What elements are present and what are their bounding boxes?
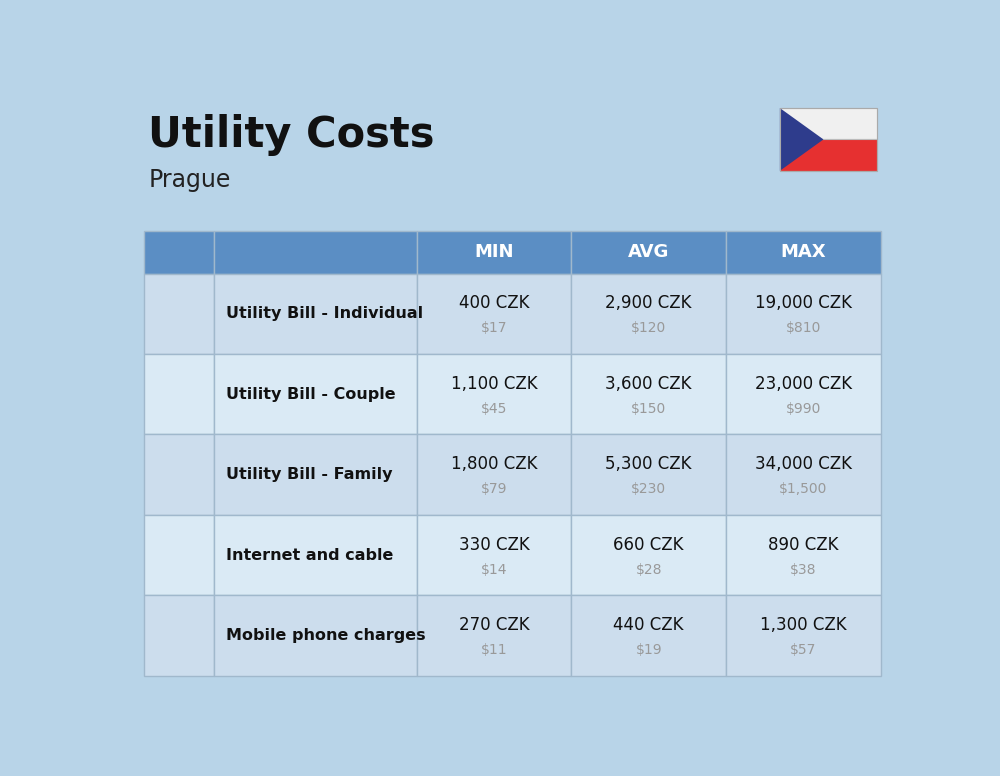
FancyBboxPatch shape [214,230,417,274]
Text: 34,000 CZK: 34,000 CZK [755,456,852,473]
FancyBboxPatch shape [571,595,726,676]
Text: $230: $230 [631,482,666,496]
FancyBboxPatch shape [571,274,726,354]
Text: Mobile phone charges: Mobile phone charges [226,628,426,643]
Text: $810: $810 [786,321,821,335]
FancyBboxPatch shape [780,140,877,171]
Text: $28: $28 [635,563,662,577]
Text: $45: $45 [481,402,507,416]
Polygon shape [780,108,823,171]
Text: $38: $38 [790,563,817,577]
FancyBboxPatch shape [144,230,214,274]
Text: $19: $19 [635,643,662,657]
Text: 330 CZK: 330 CZK [459,535,529,553]
FancyBboxPatch shape [726,595,881,676]
FancyBboxPatch shape [417,230,571,274]
Text: 5,300 CZK: 5,300 CZK [605,456,692,473]
FancyBboxPatch shape [571,435,726,514]
Text: $17: $17 [481,321,507,335]
Text: 1,300 CZK: 1,300 CZK [760,616,847,634]
FancyBboxPatch shape [214,274,417,354]
Text: Prague: Prague [148,168,231,192]
Text: Utility Bill - Individual: Utility Bill - Individual [226,307,423,321]
FancyBboxPatch shape [144,595,214,676]
Text: Internet and cable: Internet and cable [226,548,393,563]
FancyBboxPatch shape [214,435,417,514]
Text: Utility Bill - Family: Utility Bill - Family [226,467,392,482]
Text: AVG: AVG [628,243,669,261]
Text: 400 CZK: 400 CZK [459,294,529,312]
FancyBboxPatch shape [144,435,214,514]
Text: 270 CZK: 270 CZK [459,616,529,634]
FancyBboxPatch shape [417,274,571,354]
FancyBboxPatch shape [571,514,726,595]
Text: $79: $79 [481,482,507,496]
FancyBboxPatch shape [726,354,881,435]
Text: 19,000 CZK: 19,000 CZK [755,294,852,312]
FancyBboxPatch shape [417,435,571,514]
Text: $150: $150 [631,402,666,416]
Text: $57: $57 [790,643,817,657]
Text: MIN: MIN [474,243,514,261]
FancyBboxPatch shape [417,514,571,595]
Text: 23,000 CZK: 23,000 CZK [755,375,852,393]
FancyBboxPatch shape [214,354,417,435]
Text: $1,500: $1,500 [779,482,828,496]
FancyBboxPatch shape [214,595,417,676]
Text: Utility Costs: Utility Costs [148,114,435,156]
Text: 660 CZK: 660 CZK [613,535,684,553]
Text: Utility Bill - Couple: Utility Bill - Couple [226,386,396,402]
Text: 2,900 CZK: 2,900 CZK [605,294,692,312]
Text: 1,100 CZK: 1,100 CZK [451,375,537,393]
Text: $11: $11 [481,643,507,657]
FancyBboxPatch shape [726,230,881,274]
FancyBboxPatch shape [726,274,881,354]
Text: $14: $14 [481,563,507,577]
FancyBboxPatch shape [780,108,877,140]
Text: MAX: MAX [781,243,826,261]
FancyBboxPatch shape [726,435,881,514]
Text: 3,600 CZK: 3,600 CZK [605,375,692,393]
FancyBboxPatch shape [144,354,214,435]
FancyBboxPatch shape [214,514,417,595]
FancyBboxPatch shape [417,354,571,435]
Text: $990: $990 [786,402,821,416]
FancyBboxPatch shape [417,595,571,676]
FancyBboxPatch shape [726,514,881,595]
FancyBboxPatch shape [144,514,214,595]
Text: 890 CZK: 890 CZK [768,535,839,553]
Text: 1,800 CZK: 1,800 CZK [451,456,537,473]
Text: 440 CZK: 440 CZK [613,616,684,634]
FancyBboxPatch shape [571,354,726,435]
FancyBboxPatch shape [144,274,214,354]
Text: $120: $120 [631,321,666,335]
FancyBboxPatch shape [571,230,726,274]
